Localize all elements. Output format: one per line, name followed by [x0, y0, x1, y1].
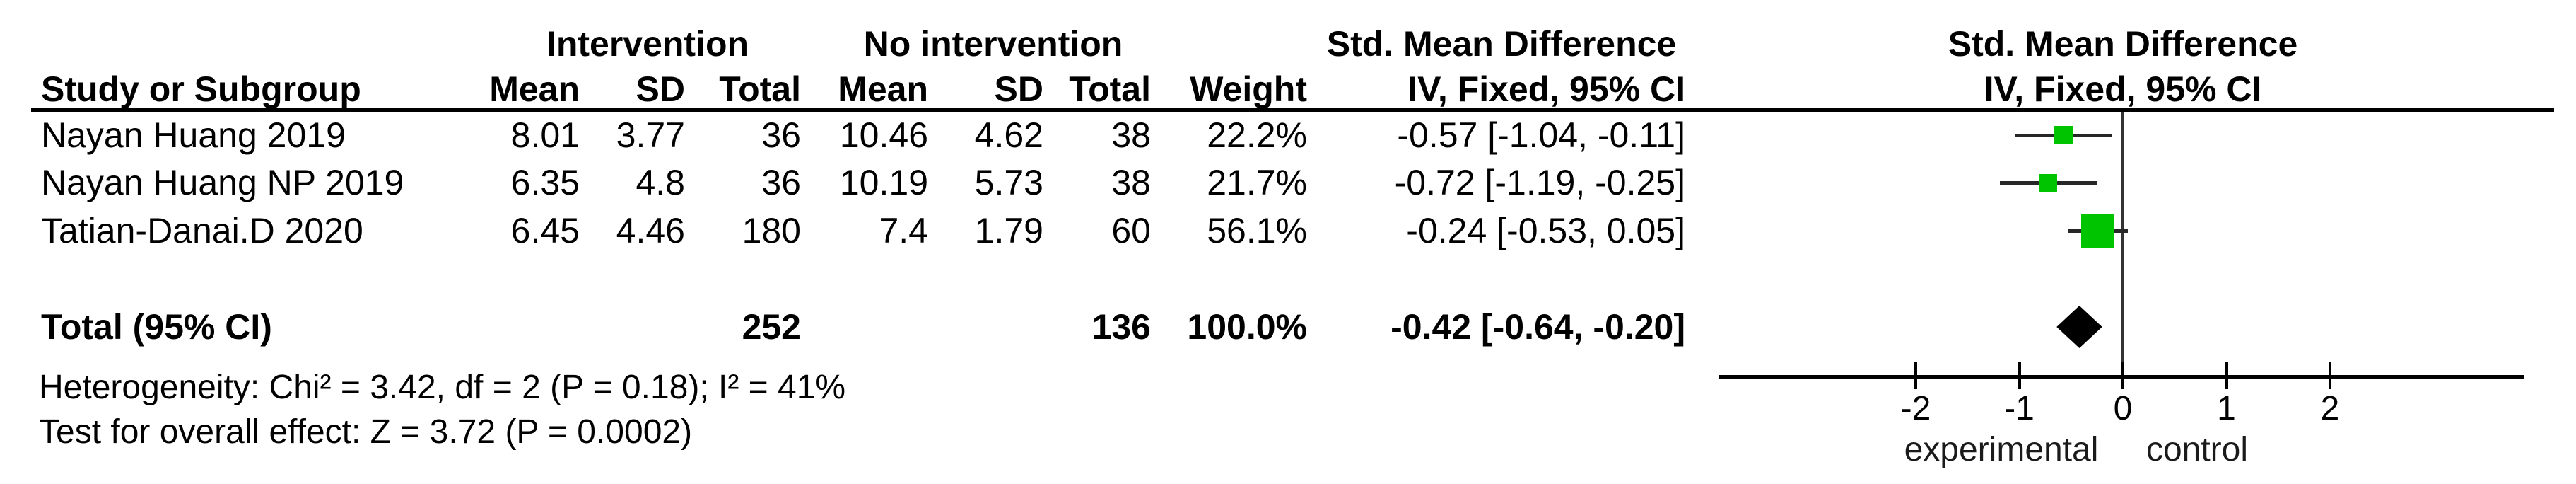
- column-header-ci-plot: IV, Fixed, 95% CI: [1984, 69, 2262, 109]
- ci-value: -0.72 [-1.19, -0.25]: [1394, 163, 1685, 202]
- study-point-square: [2054, 126, 2073, 144]
- total1-value: 180: [742, 211, 801, 250]
- total1-value: 36: [761, 115, 801, 155]
- column-header-sd1: SD: [636, 69, 685, 109]
- sd2-value: 4.62: [974, 115, 1043, 155]
- column-header-sd2: SD: [994, 69, 1043, 109]
- column-header-mean1: Mean: [489, 69, 580, 109]
- table-row: Nayan Huang NP 2019 6.35 4.8 36 10.19 5.…: [0, 161, 1732, 204]
- table-row: Tatian-Danai.D 2020 6.45 4.46 180 7.4 1.…: [0, 209, 1732, 252]
- column-header-weight: Weight: [1190, 69, 1307, 109]
- study-label: Nayan Huang 2019: [41, 115, 346, 155]
- ci-value: -0.24 [-0.53, 0.05]: [1406, 211, 1685, 250]
- study-point-square: [2039, 173, 2058, 192]
- axis-tick-label: -1: [2004, 390, 2035, 427]
- axis-tick-label: 2: [2320, 390, 2340, 427]
- group-header-row: Intervention No intervention Std. Mean D…: [0, 24, 2576, 64]
- group-header-smd-text: Std. Mean Difference: [1326, 24, 1677, 64]
- header-rule: [31, 108, 2554, 112]
- column-header-row: Study or Subgroup Mean SD Total Mean SD …: [0, 69, 2576, 109]
- total-ci-value: -0.42 [-0.64, -0.20]: [1391, 307, 1685, 347]
- mean1-value: 8.01: [510, 115, 580, 155]
- sd1-value: 3.77: [616, 115, 685, 155]
- total-row: Total (95% CI) 252 136 100.0% -0.42 [-0.…: [0, 306, 1732, 348]
- mean2-value: 10.46: [839, 115, 928, 155]
- weight-value: 22.2%: [1207, 115, 1307, 155]
- group-header-no-intervention: No intervention: [863, 24, 1123, 64]
- axis-label-control: control: [2145, 431, 2249, 468]
- column-header-mean2: Mean: [838, 69, 928, 109]
- column-header-total2: Total: [1069, 69, 1151, 109]
- total1-value: 36: [761, 163, 801, 202]
- axis-tick: [2121, 362, 2124, 389]
- total2-sum: 136: [1091, 307, 1151, 347]
- heterogeneity-text: Heterogeneity: Chi² = 3.42, df = 2 (P = …: [39, 369, 846, 406]
- axis-tick-label: 0: [2113, 390, 2133, 427]
- total-label: Total (95% CI): [41, 307, 272, 347]
- ci-value: -0.57 [-1.04, -0.11]: [1397, 115, 1685, 155]
- axis-tick: [1914, 362, 1917, 389]
- mean2-value: 7.4: [879, 211, 928, 250]
- weight-value: 21.7%: [1207, 163, 1307, 202]
- table-row: Nayan Huang 2019 8.01 3.77 36 10.46 4.62…: [0, 114, 1732, 156]
- sd1-value: 4.46: [616, 211, 685, 250]
- overall-effect-text: Test for overall effect: Z = 3.72 (P = 0…: [39, 413, 693, 451]
- weight-value: 56.1%: [1207, 211, 1307, 250]
- total2-value: 38: [1111, 115, 1151, 155]
- sd2-value: 5.73: [974, 163, 1043, 202]
- zero-reference-line: [2121, 112, 2124, 375]
- axis-tick: [2018, 362, 2021, 389]
- axis-tick: [2329, 362, 2331, 389]
- total2-value: 38: [1111, 163, 1151, 202]
- axis-label-experimental: experimental: [1904, 431, 2099, 468]
- group-header-intervention: Intervention: [546, 24, 749, 64]
- sd1-value: 4.8: [636, 163, 685, 202]
- total-diamond: [2056, 306, 2102, 348]
- study-point-square: [2081, 214, 2115, 248]
- mean2-value: 10.19: [839, 163, 928, 202]
- group-header-smd-plot: Std. Mean Difference: [1948, 24, 2298, 64]
- mean1-value: 6.45: [510, 211, 580, 250]
- column-header-study: Study or Subgroup: [41, 69, 361, 109]
- total1-sum: 252: [742, 307, 801, 347]
- weight-sum: 100.0%: [1187, 307, 1307, 347]
- total2-value: 60: [1111, 211, 1151, 250]
- mean1-value: 6.35: [510, 163, 580, 202]
- column-header-total1: Total: [719, 69, 801, 109]
- column-header-ci-text: IV, Fixed, 95% CI: [1407, 69, 1685, 109]
- study-label: Nayan Huang NP 2019: [41, 163, 404, 202]
- axis-tick: [2225, 362, 2228, 389]
- axis-tick-label: -2: [1900, 390, 1931, 427]
- axis-tick-label: 1: [2217, 390, 2236, 427]
- sd2-value: 1.79: [974, 211, 1043, 250]
- study-label: Tatian-Danai.D 2020: [41, 211, 363, 250]
